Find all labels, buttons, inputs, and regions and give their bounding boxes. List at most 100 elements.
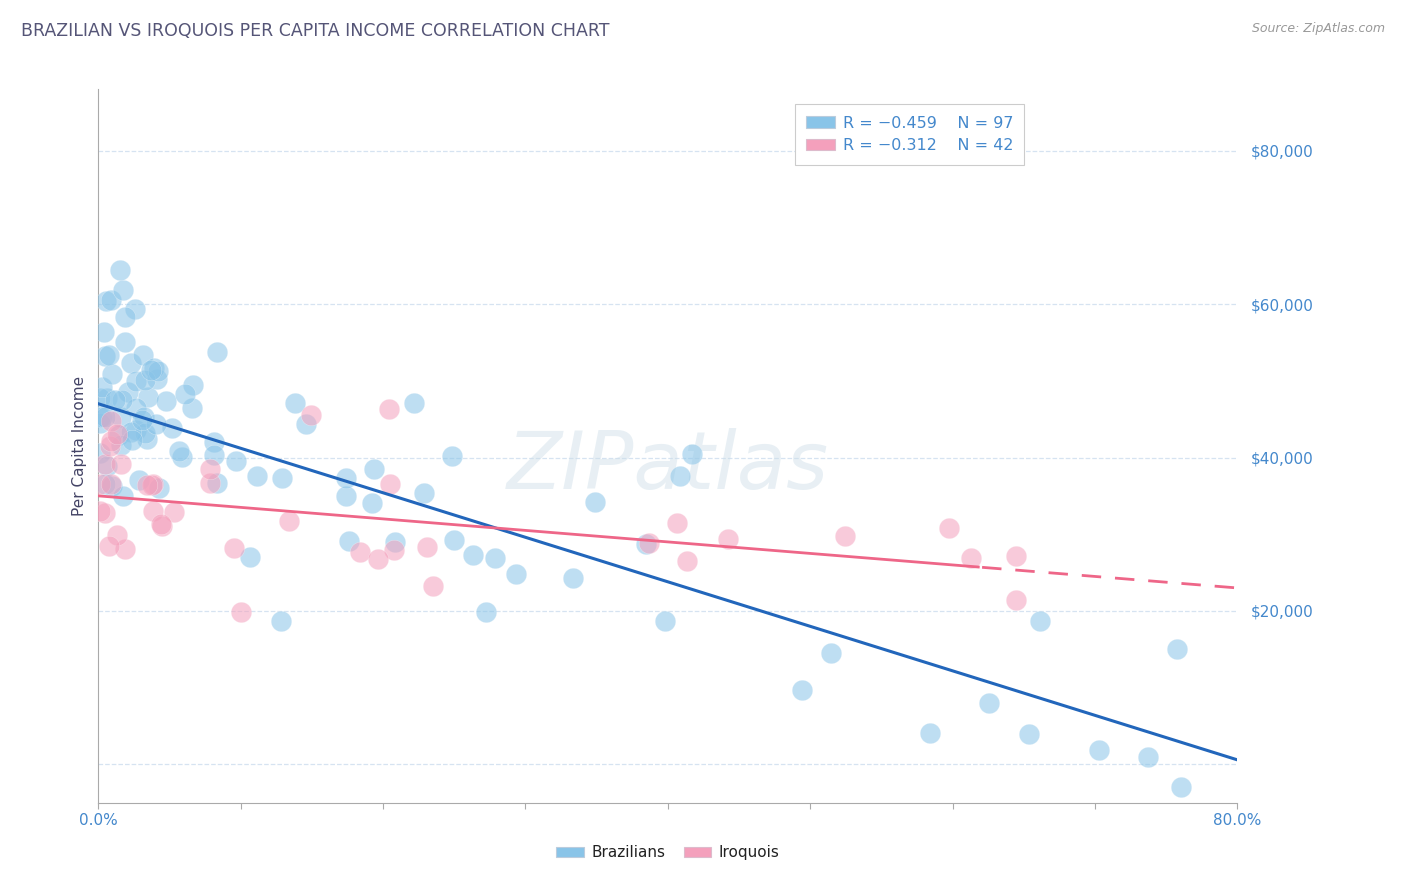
Point <box>104 393 127 408</box>
Point <box>295 417 318 431</box>
Point <box>669 468 692 483</box>
Point <box>443 533 465 547</box>
Point <box>412 486 434 500</box>
Point <box>94 349 117 363</box>
Point <box>676 554 699 568</box>
Point <box>139 363 162 377</box>
Point <box>98 539 121 553</box>
Point <box>284 396 307 410</box>
Point <box>110 438 132 452</box>
Point <box>337 533 360 548</box>
Point <box>1170 780 1192 794</box>
Point <box>120 425 142 439</box>
Point <box>98 349 121 363</box>
Point <box>136 478 159 492</box>
Point <box>231 605 253 619</box>
Point <box>270 471 292 485</box>
Point <box>96 458 118 473</box>
Point <box>112 284 135 298</box>
Point <box>820 646 842 660</box>
Point <box>634 537 657 551</box>
Point <box>440 449 463 463</box>
Point <box>89 477 111 491</box>
Point <box>93 326 115 340</box>
Point <box>583 494 606 508</box>
Point <box>111 490 134 504</box>
Point <box>134 425 156 440</box>
Point <box>134 373 156 387</box>
Point <box>170 450 193 464</box>
Point <box>360 496 382 510</box>
Point <box>110 457 132 471</box>
Point <box>146 364 169 378</box>
Point <box>89 410 111 425</box>
Point <box>654 615 676 629</box>
Point <box>207 344 229 359</box>
Point <box>114 335 136 350</box>
Point <box>349 545 371 559</box>
Point <box>100 477 122 491</box>
Point <box>637 536 659 550</box>
Point <box>977 696 1000 710</box>
Point <box>463 548 485 562</box>
Point <box>384 542 406 557</box>
Point <box>132 349 155 363</box>
Point <box>207 476 229 491</box>
Point <box>404 396 426 410</box>
Point <box>149 516 172 531</box>
Point <box>108 427 131 442</box>
Point <box>125 423 148 437</box>
Point <box>101 367 124 381</box>
Point <box>124 301 146 316</box>
Point <box>200 462 222 476</box>
Point <box>145 417 167 431</box>
Point <box>141 477 163 491</box>
Point <box>505 566 527 581</box>
Point <box>89 417 111 431</box>
Point <box>91 380 114 394</box>
Point <box>131 413 153 427</box>
Point <box>117 385 139 400</box>
Point <box>181 378 204 392</box>
Point <box>98 439 121 453</box>
Point <box>299 409 322 423</box>
Point <box>681 447 703 461</box>
Point <box>125 401 148 415</box>
Point <box>181 401 204 415</box>
Point <box>110 410 132 425</box>
Y-axis label: Per Capita Income: Per Capita Income <box>72 376 87 516</box>
Point <box>125 374 148 388</box>
Point <box>918 726 941 740</box>
Point <box>89 445 111 459</box>
Point <box>89 503 111 517</box>
Point <box>114 541 136 556</box>
Point <box>143 361 166 376</box>
Point <box>202 448 225 462</box>
Point <box>94 477 117 491</box>
Point <box>142 504 165 518</box>
Point <box>111 392 134 407</box>
Point <box>335 470 357 484</box>
Point <box>100 434 122 448</box>
Point <box>239 550 262 565</box>
Point <box>105 528 128 542</box>
Point <box>100 414 122 428</box>
Point <box>938 521 960 535</box>
Point <box>1166 641 1188 656</box>
Point <box>225 454 247 468</box>
Point <box>96 391 118 405</box>
Point <box>562 571 585 585</box>
Point <box>148 481 170 495</box>
Point <box>1018 727 1040 741</box>
Point <box>335 489 357 503</box>
Point <box>1004 592 1026 607</box>
Text: Source: ZipAtlas.com: Source: ZipAtlas.com <box>1251 22 1385 36</box>
Point <box>666 516 689 530</box>
Point <box>367 552 389 566</box>
Point <box>89 391 111 405</box>
Point <box>136 432 159 446</box>
Point <box>717 532 740 546</box>
Point <box>278 514 301 528</box>
Point <box>110 263 132 277</box>
Point <box>163 506 186 520</box>
